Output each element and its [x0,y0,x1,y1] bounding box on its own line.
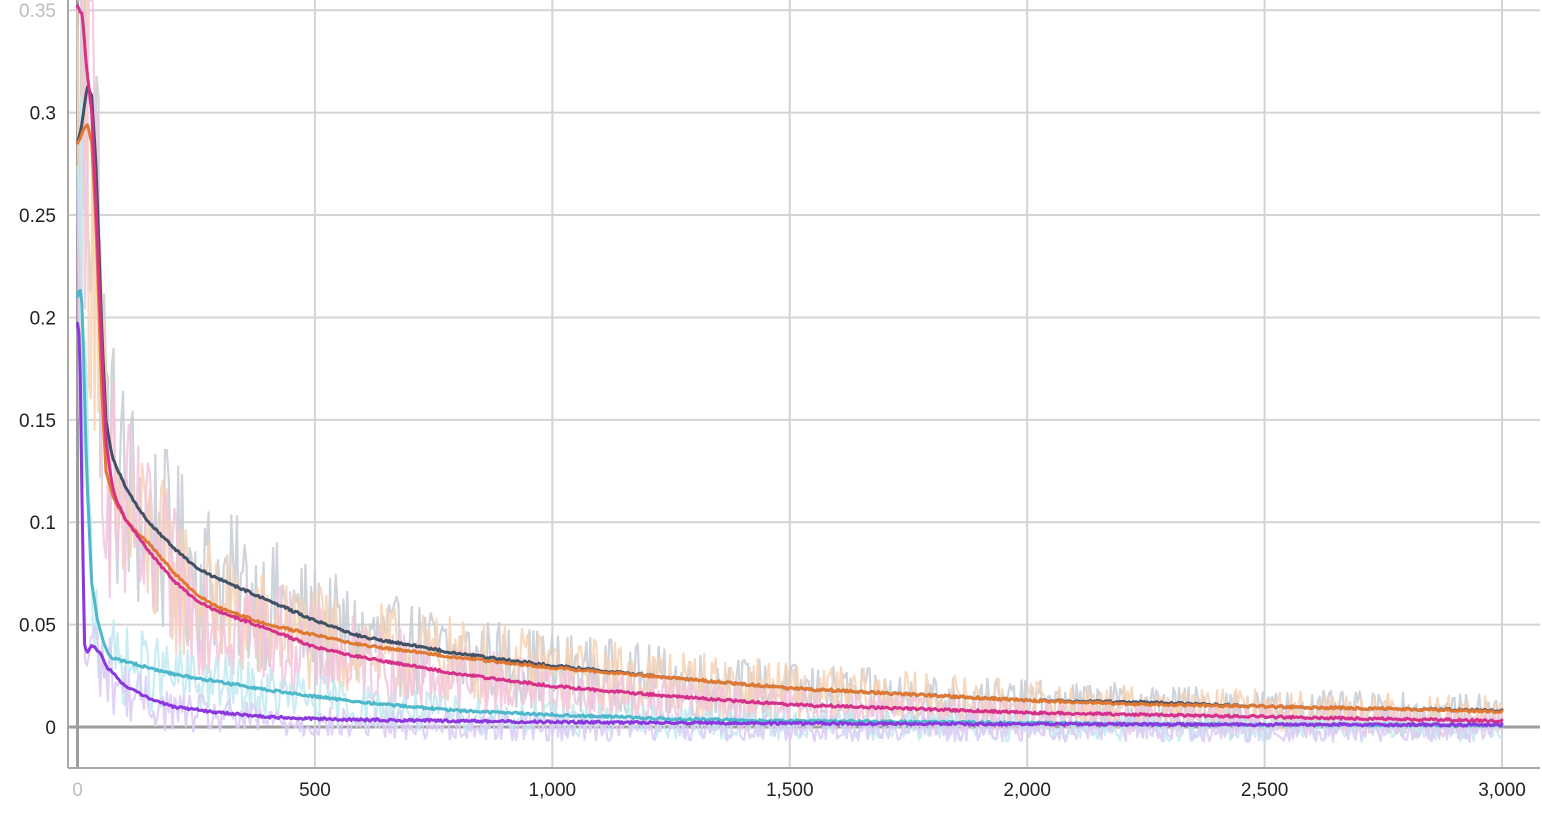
y-tick-label: 0.2 [30,308,56,329]
smoothed-series [76,4,1504,728]
series-line [76,4,1504,724]
y-tick-label: 0.15 [19,411,56,432]
x-tick-label: 3,000 [1478,780,1526,801]
x-tick-label: 2,000 [1003,780,1051,801]
y-tick-label: 0.25 [19,206,56,227]
x-tick-label: 0 [72,780,83,801]
raw-series-line [76,186,1504,744]
grid-lines [68,0,1540,768]
series-line [76,123,1504,715]
x-tick-label: 1,000 [529,780,577,801]
y-tick-label: 0.1 [30,513,56,534]
x-tick-label: 1,500 [766,780,814,801]
y-tick-label: 0.3 [30,104,56,125]
tick-labels: 0 0.05 0.1 0.15 0.2 0.25 0.3 0.35 0 500 1,000 1,500… [19,1,1526,801]
y-tick-label: 0 [45,718,56,739]
x-tick-label: 500 [299,780,331,801]
axes [67,0,1540,769]
y-tick-label: 0.35 [19,1,56,22]
x-tick-label: 2,500 [1241,780,1289,801]
series-line [76,321,1504,728]
y-tick-label: 0.05 [19,616,56,637]
